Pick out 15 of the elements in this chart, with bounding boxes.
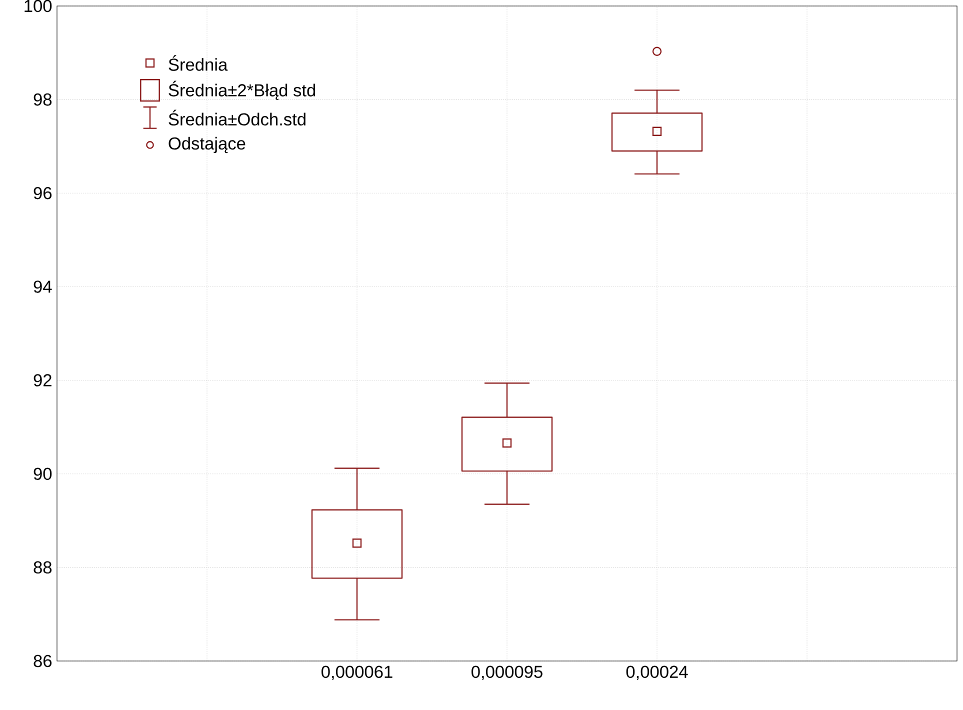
y-tick-label: 90	[34, 468, 52, 480]
y-tick-label: 86	[34, 654, 52, 668]
y-tick-label: 100	[24, 0, 52, 12]
y-tick-label: 88	[34, 561, 52, 574]
x-tick-label: 0,000095	[472, 666, 542, 680]
y-tick-label: 96	[34, 186, 52, 200]
annotation: Odstające	[168, 136, 246, 154]
y-tick-label: 94	[34, 280, 52, 293]
x-tick-label: 0,00024	[626, 666, 688, 680]
annotation: Średnia±Odch.std	[168, 110, 306, 126]
annotation: Średnia±2*Błąd std	[168, 80, 316, 100]
y-tick-label: 92	[34, 374, 52, 386]
annotation: Średnia	[168, 55, 228, 71]
y-tick-label: 98	[34, 93, 52, 106]
x-tick-label: 0,000061	[322, 666, 392, 680]
